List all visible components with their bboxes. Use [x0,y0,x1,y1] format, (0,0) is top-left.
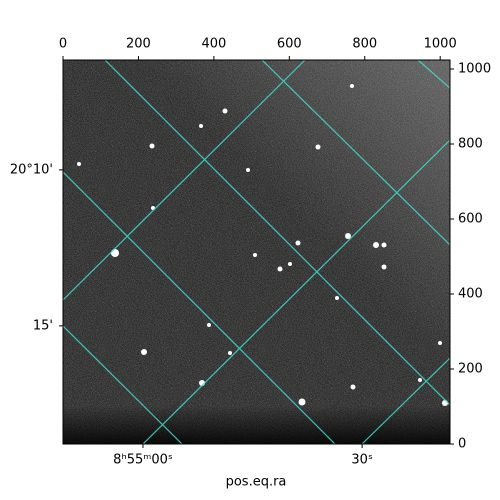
image [63,60,450,444]
x-label: pos.eq.ra [226,475,287,490]
x-tick-label: 0 [59,37,67,52]
world-x-tick-label: 30ˢ [351,453,373,468]
frame [62,59,451,445]
x-tick-label: 400 [201,37,226,52]
x-tick-label: 800 [352,37,377,52]
x-tick-label: 600 [277,37,302,52]
world-x-tick-label: 8ʰ55ᵐ00ˢ [113,453,173,468]
y-tick-label: 400 [458,287,483,302]
y-tick-label: 1000 [458,62,491,77]
y-tick-label: 0 [458,437,466,452]
x-tick-label: 1000 [424,37,457,52]
stars [77,84,448,406]
y-tick-label: 600 [458,212,483,227]
world-grid [63,60,450,444]
x-tick-label: 200 [126,37,151,52]
y-tick-label: 200 [458,362,483,377]
y-tick-label: 800 [458,137,483,152]
world-y-tick-label: 15' [33,318,53,333]
world-y-tick-label: 20°10' [10,162,53,177]
